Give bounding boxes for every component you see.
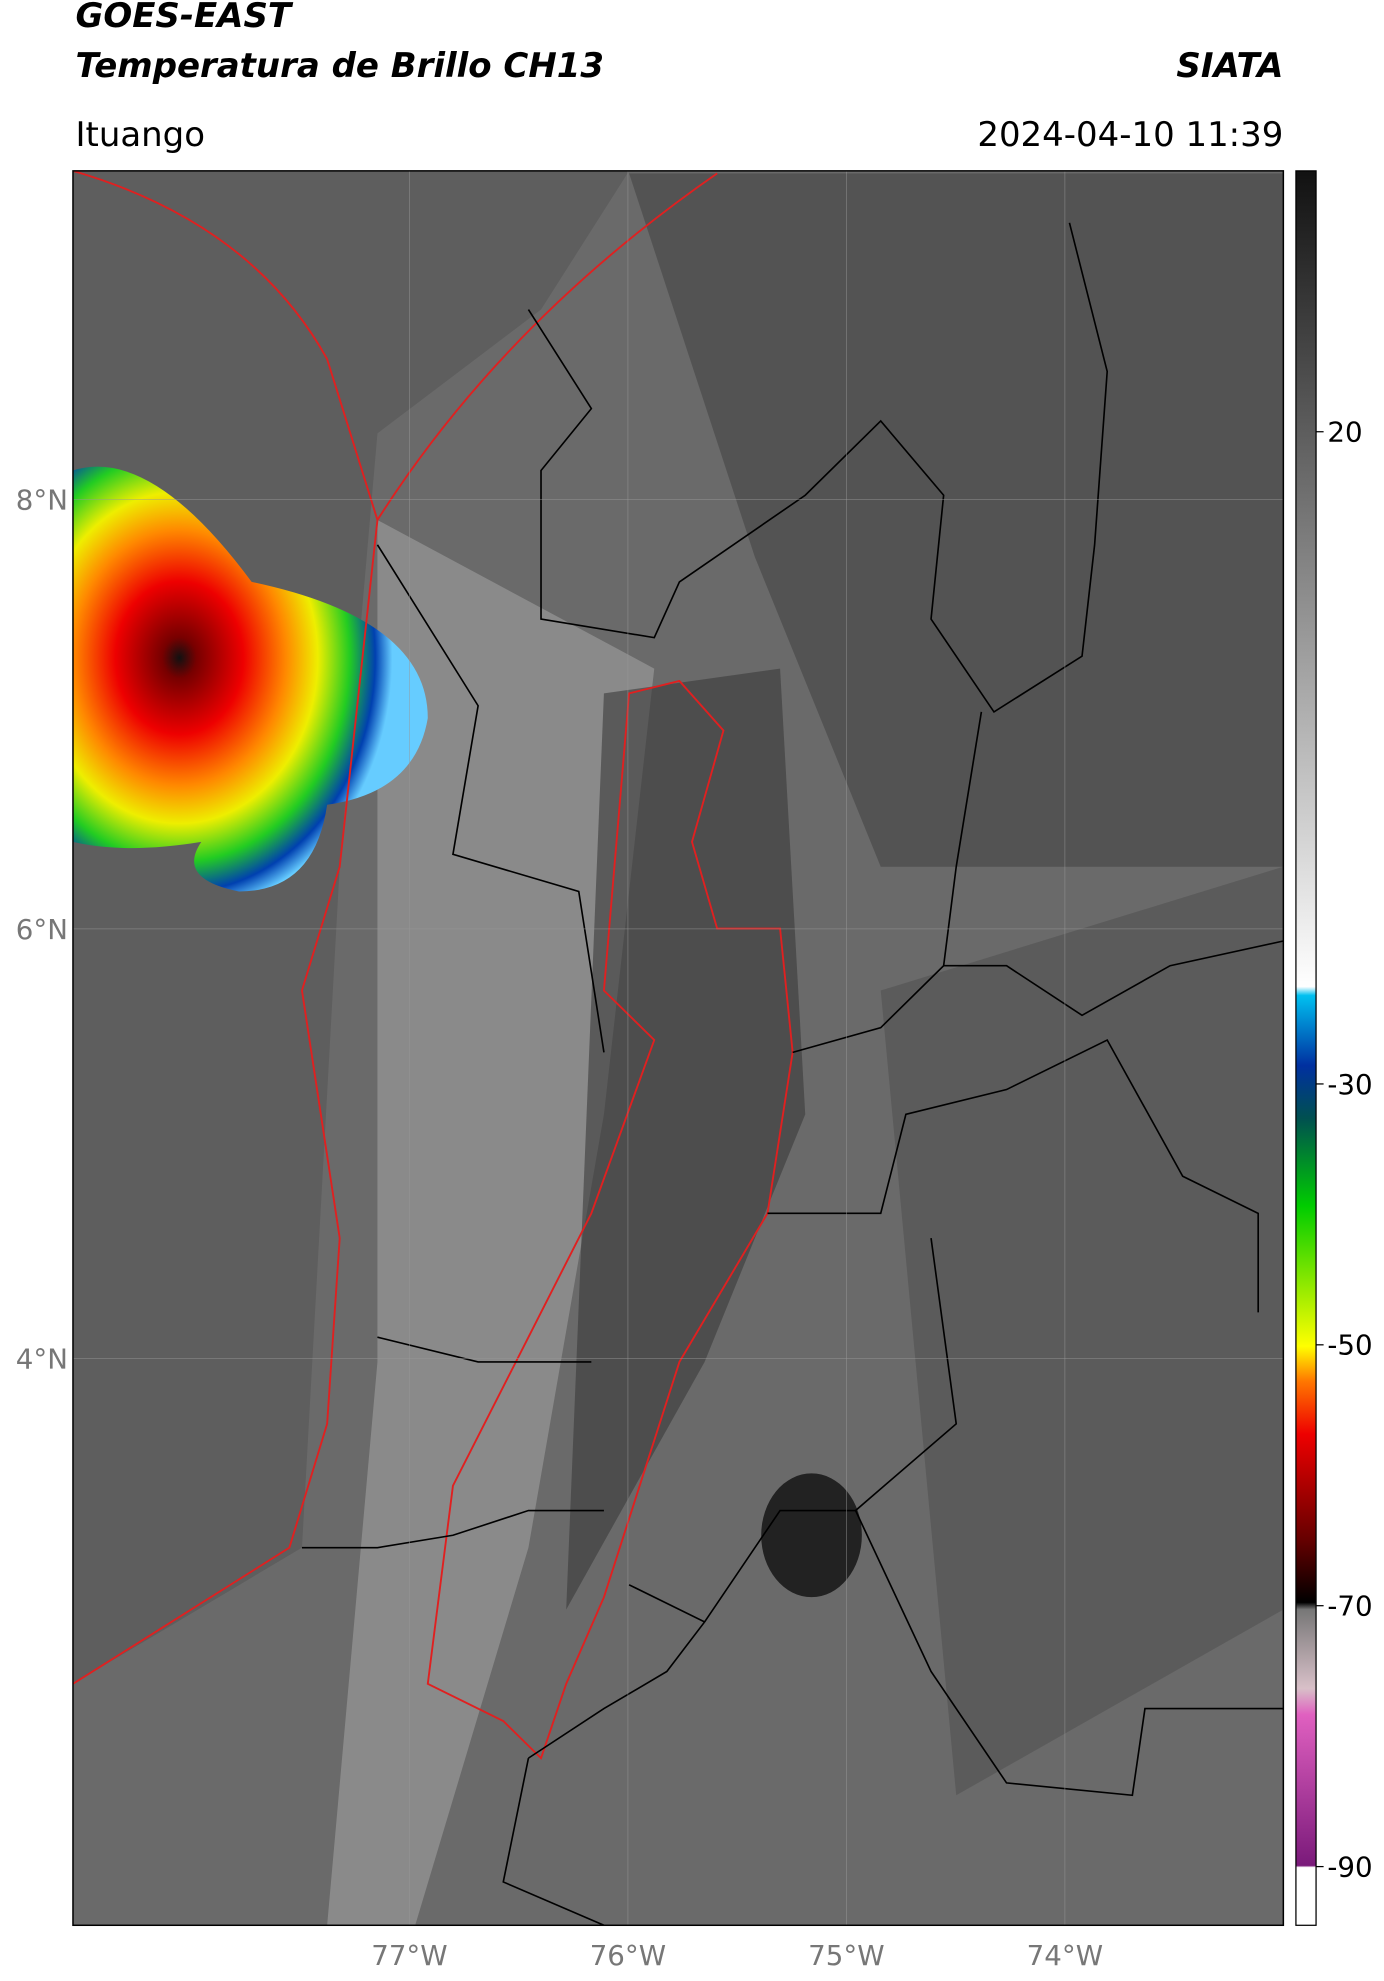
title: GOES-EAST xyxy=(75,0,294,35)
y-tick-label: 4°N xyxy=(16,1344,68,1375)
colorbar-tick-label: -70 xyxy=(1327,1592,1372,1623)
x-tick-label: 74°W xyxy=(1027,1941,1103,1972)
source: SIATA xyxy=(1176,46,1283,85)
colorbar xyxy=(1295,170,1317,1926)
colorbar-tick-label: -50 xyxy=(1327,1331,1372,1362)
map-frame xyxy=(72,170,1285,1927)
colorbar-tick-label: -90 xyxy=(1327,1853,1372,1884)
y-tick-label: 8°N xyxy=(16,486,68,517)
x-tick-label: 76°W xyxy=(590,1941,666,1972)
colorbar-tick-label: -30 xyxy=(1327,1070,1372,1101)
x-tick-label: 77°W xyxy=(371,1941,447,1972)
colorbar-tick-label: 20 xyxy=(1327,418,1362,449)
satellite-image xyxy=(72,170,1284,1926)
datetime: 2024-04-10 11:39 xyxy=(977,115,1283,154)
x-tick-label: 75°W xyxy=(808,1941,884,1972)
subtitle: Temperatura de Brillo CH13 xyxy=(75,46,604,85)
y-tick-label: 6°N xyxy=(16,915,68,946)
location: Ituango xyxy=(75,115,205,154)
